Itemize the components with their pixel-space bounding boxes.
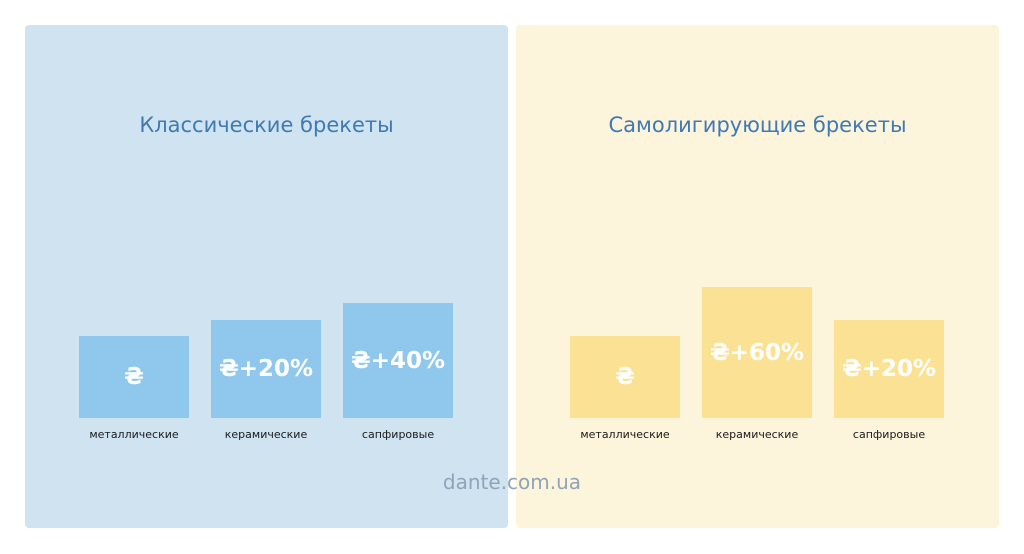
bar-value-label: ₴ [615, 364, 635, 390]
bar-3: ₴+20% [834, 320, 944, 418]
bar-value-label: ₴+20% [218, 356, 314, 382]
bar-3: ₴+40% [343, 303, 453, 418]
classic-braces-panel: Классические брекеты ₴ металлические ₴+20%… [25, 25, 508, 528]
chart-title: Классические брекеты [139, 113, 394, 137]
category-label: керамические [224, 428, 308, 441]
bar-value-label: ₴ [124, 364, 144, 390]
category-label: металлические [580, 428, 670, 441]
category-label: сапфировые [852, 428, 926, 441]
bar-value-label: ₴+20% [841, 356, 937, 382]
self-ligating-braces-panel: Самолигирующие брекеты ₴ металлические ₴+6… [516, 25, 999, 528]
watermark: dante.com.ua [442, 470, 582, 494]
category-label: керамические [715, 428, 799, 441]
category-label: сапфировые [361, 428, 435, 441]
bar-1: ₴ [570, 336, 680, 418]
bar-2: ₴+60% [702, 287, 812, 418]
bar-value-label: ₴+40% [350, 347, 446, 374]
category-label: металлические [89, 428, 179, 441]
chart-title: Самолигирующие брекеты [608, 113, 907, 137]
bar-1: ₴ [79, 336, 189, 418]
bar-2: ₴+20% [211, 320, 321, 418]
bar-value-label: ₴+60% [709, 339, 805, 366]
